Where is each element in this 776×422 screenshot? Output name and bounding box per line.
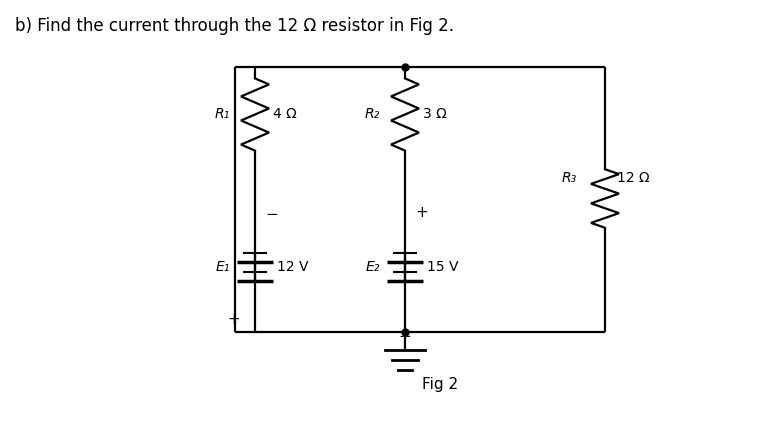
Text: E₂: E₂ [365,260,380,274]
Text: 3 Ω: 3 Ω [423,108,447,122]
Text: −: − [399,329,411,344]
Text: +: + [227,312,240,327]
Text: 12 Ω: 12 Ω [617,171,650,186]
Text: +: + [415,205,428,220]
Text: 15 V: 15 V [427,260,459,274]
Text: −: − [265,207,278,222]
Text: R₃: R₃ [562,171,577,186]
Text: R₁: R₁ [215,108,230,122]
Text: b) Find the current through the 12 Ω resistor in Fig 2.: b) Find the current through the 12 Ω res… [15,17,454,35]
Text: 12 V: 12 V [277,260,309,274]
Text: R₂: R₂ [365,108,380,122]
Text: 4 Ω: 4 Ω [273,108,296,122]
Text: E₁: E₁ [216,260,230,274]
Text: Fig 2: Fig 2 [422,377,458,392]
